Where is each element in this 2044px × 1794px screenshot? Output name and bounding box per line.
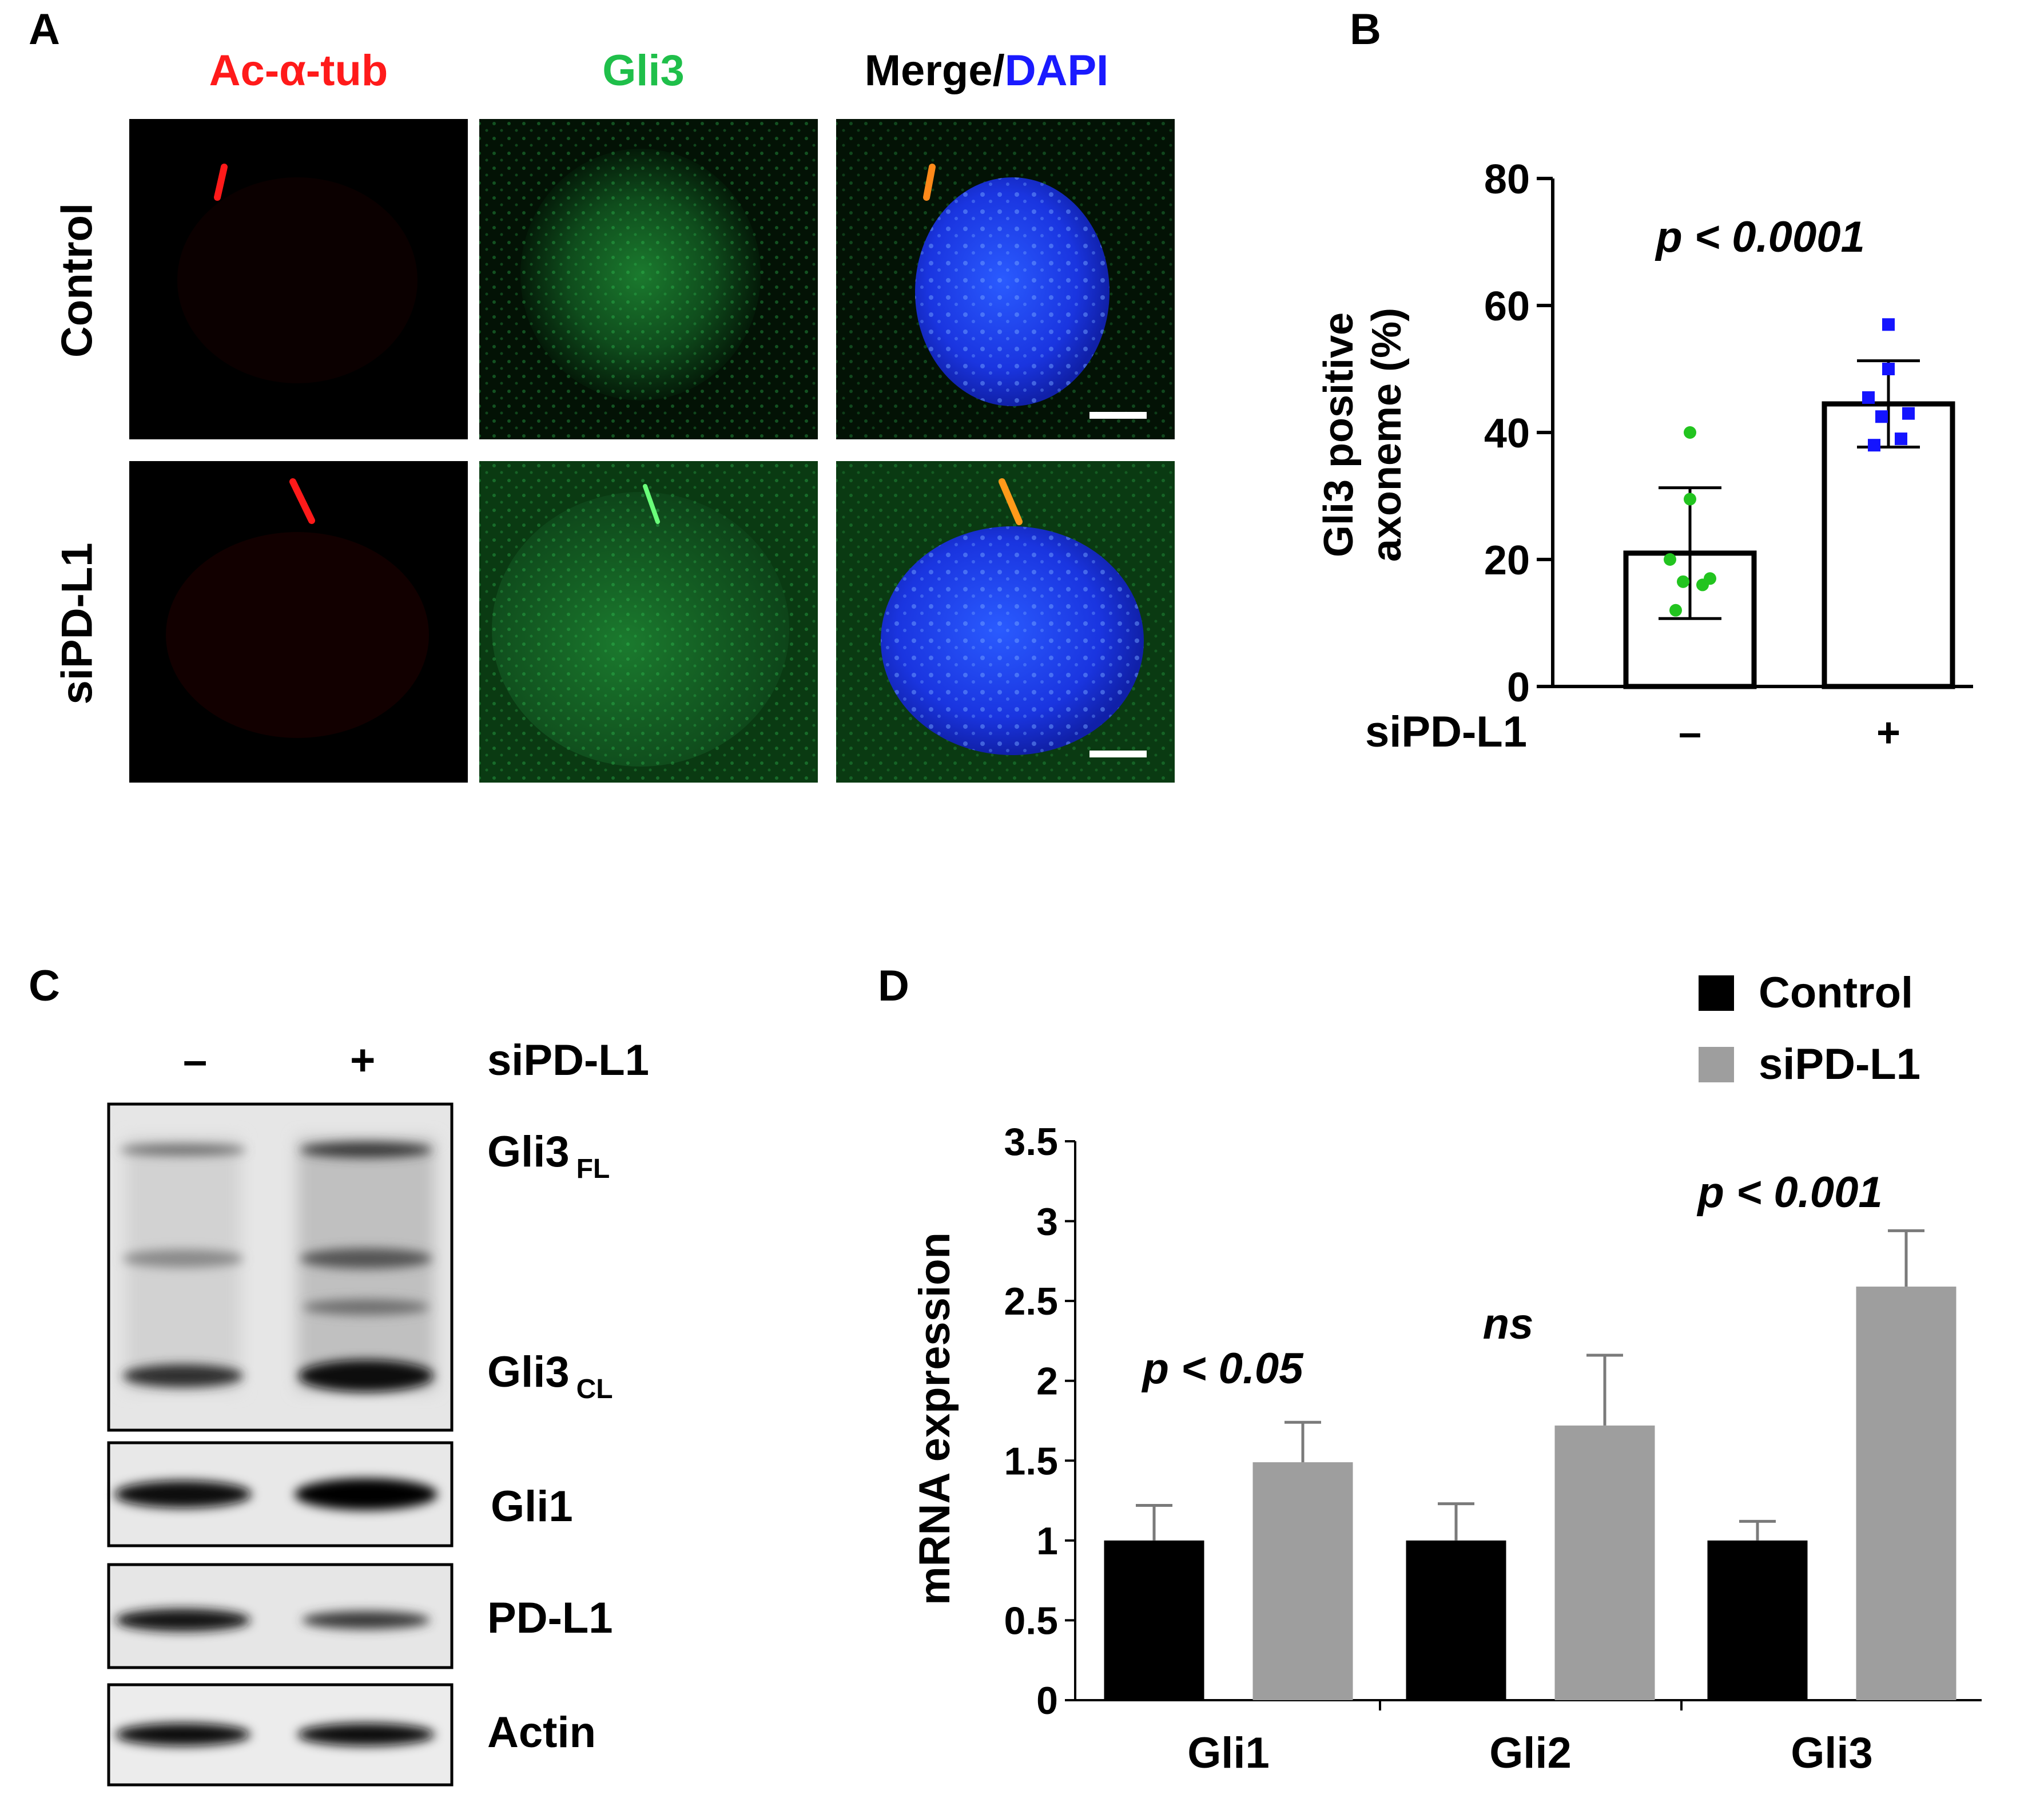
y-tick-label: 3 [1036,1200,1058,1244]
data-point [1669,604,1682,617]
col-header-gli3: Gli3 [602,46,685,95]
y-tick-label: 1 [1036,1519,1058,1563]
legend-label: siPD-L1 [1759,1040,1920,1089]
panel-label-b: B [1350,5,1381,54]
data-point [1684,493,1696,506]
blot-label-pdl1: PD-L1 [487,1594,613,1642]
blot-gli3 [107,1102,454,1432]
data-point [1684,426,1696,439]
x-tick-label: Gli2 [1489,1729,1572,1777]
panel-label-a: A [29,5,60,54]
data-point [1664,553,1676,566]
data-point [1868,439,1880,452]
y-tick-label: 1.5 [1004,1439,1058,1483]
blot-gli1 [107,1441,454,1547]
x-tick-label: – [1679,710,1701,756]
data-point [1882,363,1895,375]
legend-label: Control [1759,969,1913,1017]
y-tick-label: 2.5 [1004,1280,1058,1323]
blot-label-gli3-fl: Gli3 FL [487,1128,610,1184]
p-value-annotation: p < 0.001 [1696,1168,1882,1217]
x-tick-label: Gli3 [1791,1729,1873,1777]
y-tick-label: 60 [1484,284,1530,330]
col-header-ac-tub: Ac-α-tub [209,46,388,95]
x-group-label: siPD-L1 [1365,708,1527,756]
p-value-annotation: p < 0.0001 [1655,213,1865,261]
y-axis-label: Gli3 positiveaxoneme (%) [1316,308,1410,562]
chart-b: 0 20 40 60 80 Gli3 positiveaxoneme (%) – + siPD-… [1316,157,1973,756]
data-point [1875,410,1888,423]
bar [1104,1540,1204,1700]
y-tick-label: 0.5 [1004,1599,1058,1642]
panel-label-d: D [878,962,909,1010]
y-tick-label: 0 [1036,1679,1058,1722]
lane-label-plus: + [350,1036,376,1085]
x-tick-label: + [1876,710,1900,756]
bar [1554,1425,1655,1700]
bar [1856,1287,1956,1700]
y-tick-label: 40 [1484,411,1530,457]
legend-swatch [1699,975,1734,1011]
y-tick-label: 80 [1484,157,1530,203]
dapi-label: DAPI [1004,46,1109,95]
lane-label-minus: – [183,1036,208,1085]
blot-treatment-label: siPD-L1 [487,1036,649,1085]
micrograph-sipdl1-green [479,461,818,783]
col-header-merge: Merge/DAPI [815,46,1158,96]
p-value-annotation: p < 0.05 [1142,1344,1305,1393]
y-tick-label: 0 [1507,665,1530,711]
x-tick-label: Gli1 [1187,1729,1270,1777]
panel-label-c: C [29,962,60,1010]
bar [1406,1540,1506,1700]
y-axis-label-line2: axoneme (%) [1364,308,1410,562]
micrograph-sipdl1-red [129,461,468,783]
western-blot [107,1102,454,1787]
blot-actin [107,1683,454,1787]
y-tick-label: 3.5 [1004,1120,1058,1164]
bar [1707,1540,1808,1700]
p-value-annotation: ns [1483,1300,1534,1348]
micrograph-grid [129,119,1175,783]
merge-label: Merge/ [864,46,1005,95]
data-point [1696,578,1709,592]
blot-pdl1 [107,1563,454,1669]
data-point [1895,432,1907,446]
blot-label-gli1: Gli1 [491,1482,573,1531]
blot-label-actin: Actin [487,1708,596,1757]
y-tick-label: 20 [1484,538,1530,584]
micrograph-control-red [129,119,468,439]
data-point [1902,407,1915,420]
y-axis-label-line1: Gli3 positive [1316,312,1362,557]
y-axis-label: mRNA expression [910,1232,959,1605]
bar [1252,1462,1353,1700]
bar [1822,401,1955,689]
data-point [1862,391,1875,404]
legend-swatch [1699,1047,1734,1082]
micrograph-control-merge [836,119,1175,439]
micrograph-control-green [479,119,818,439]
y-tick-label: 2 [1036,1360,1058,1403]
data-point [1677,575,1689,588]
micrograph-sipdl1-merge [836,461,1175,783]
data-point [1882,318,1895,331]
blot-label-gli3-cl: Gli3 CL [487,1348,613,1404]
